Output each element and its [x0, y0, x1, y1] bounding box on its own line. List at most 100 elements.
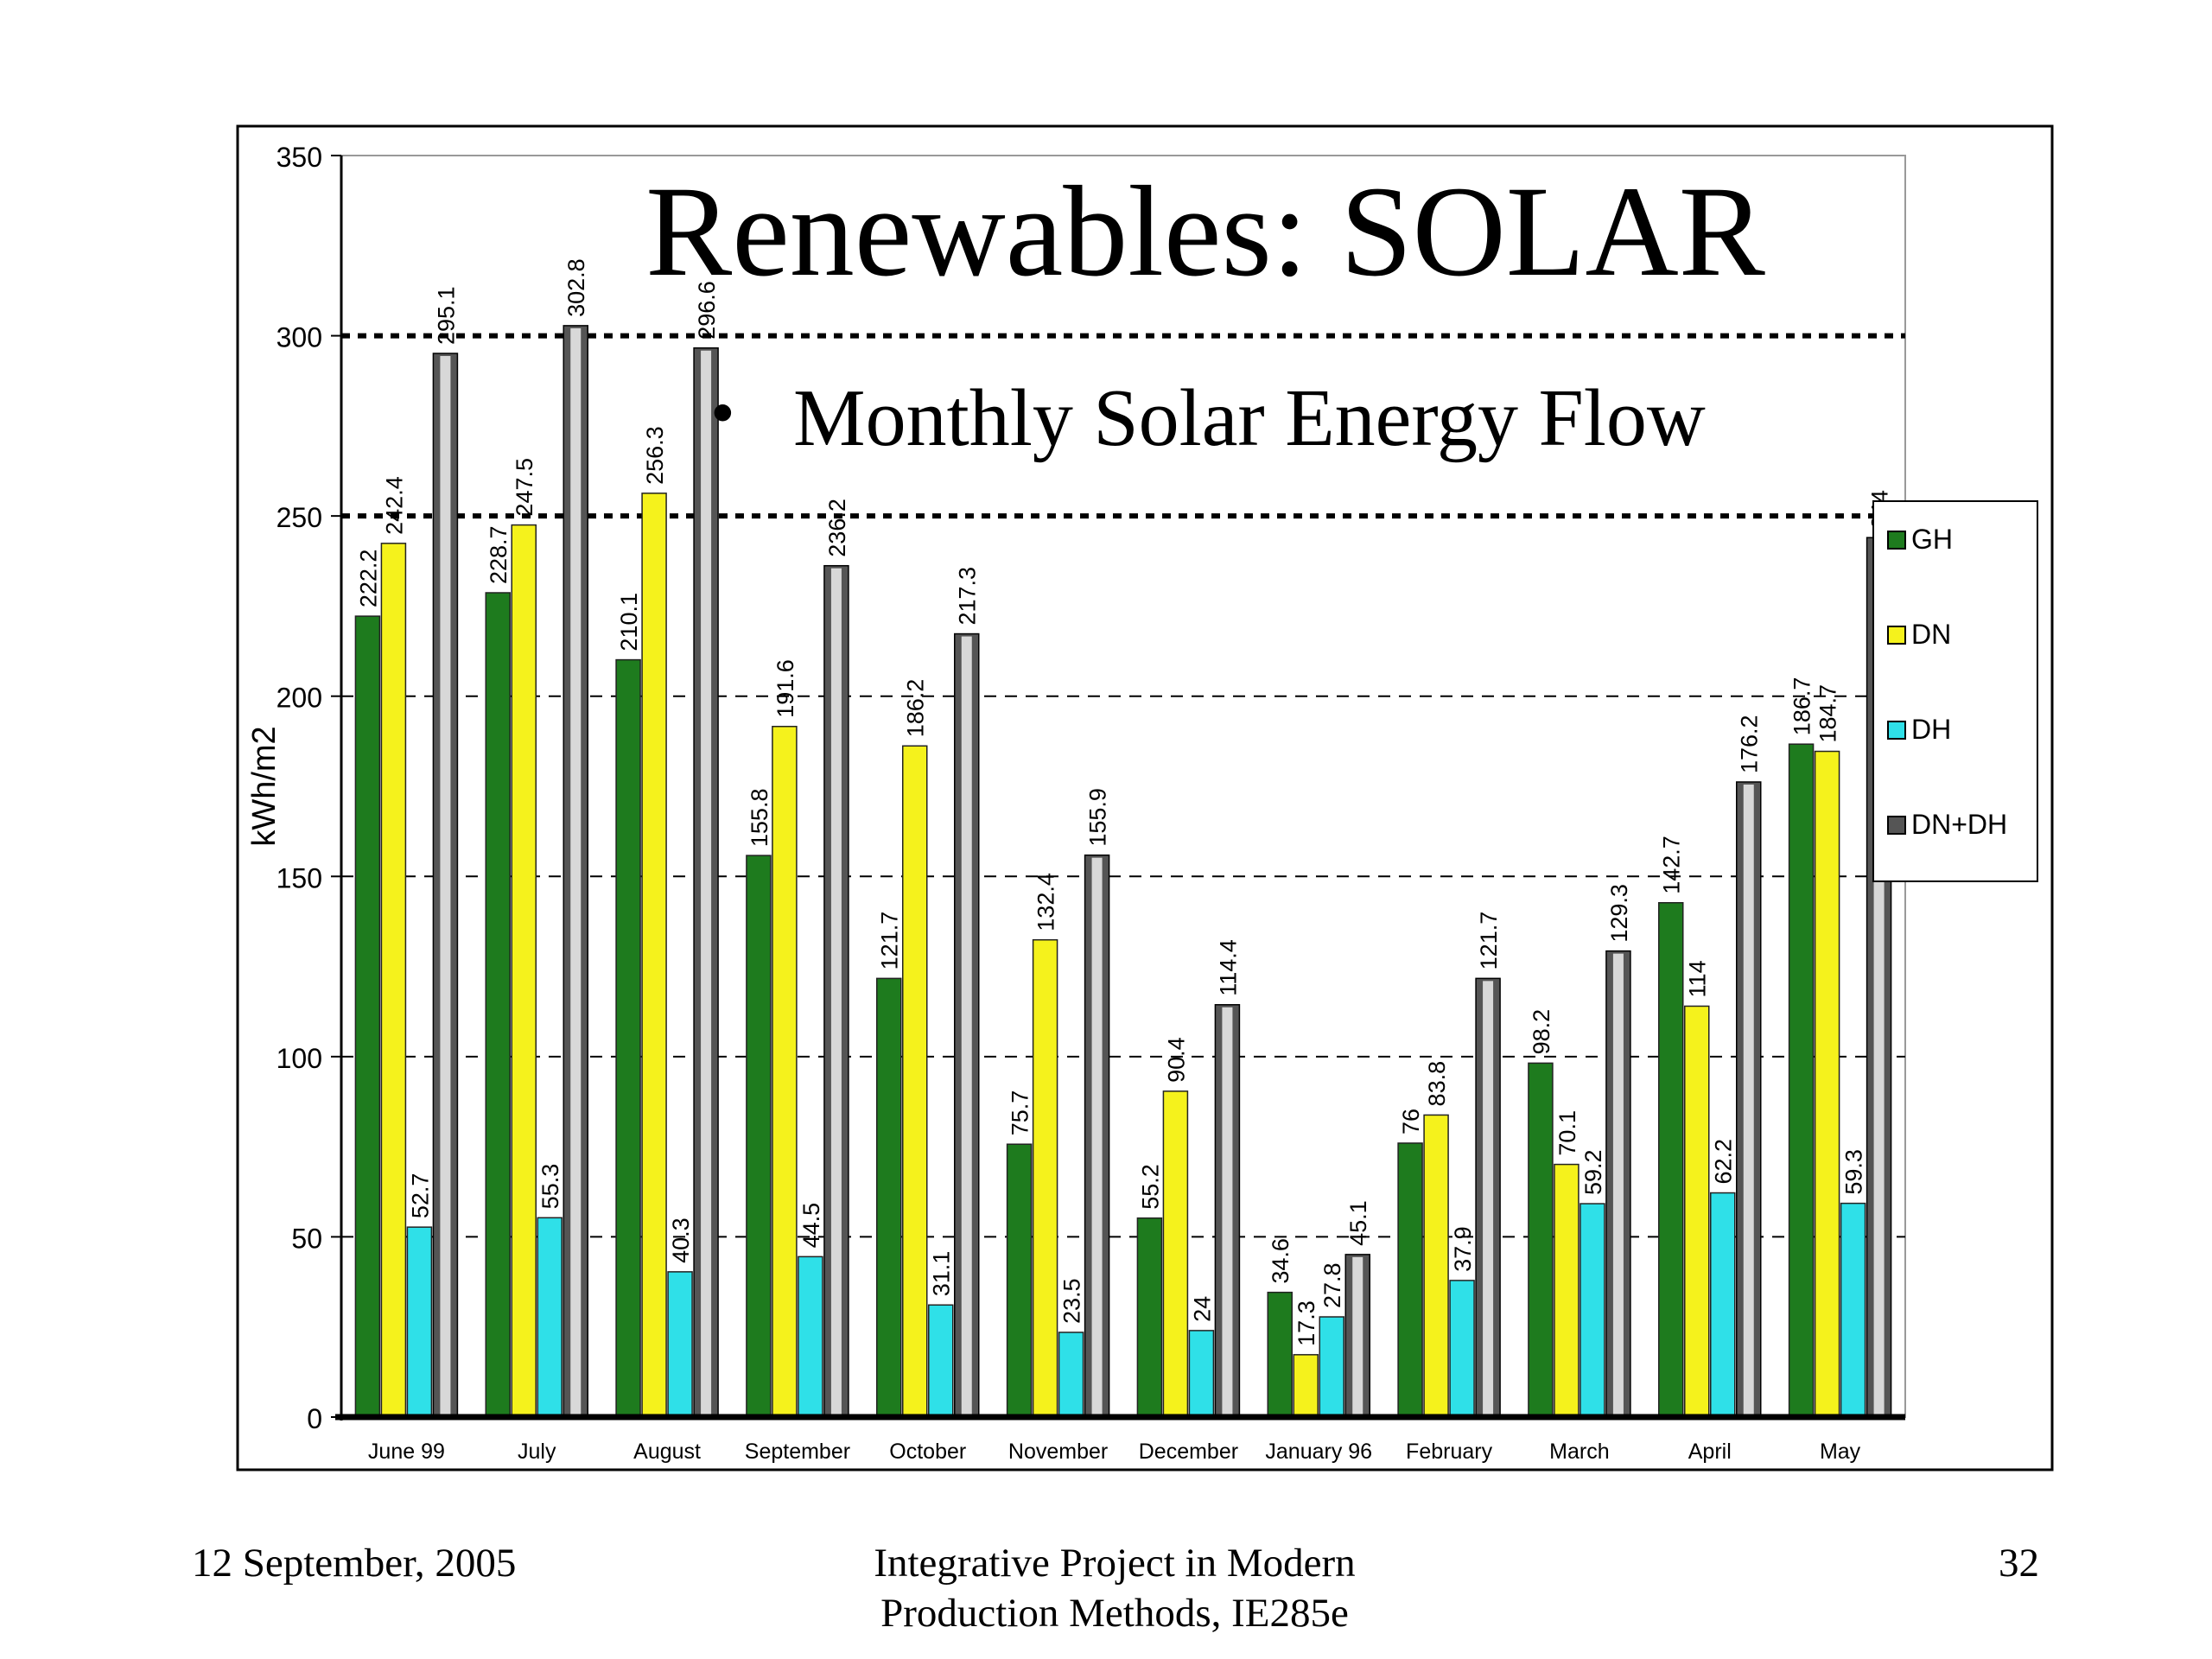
bar-gh	[876, 977, 902, 1418]
data-label: 59.3	[1841, 1149, 1867, 1195]
bar-highlight	[1352, 1256, 1363, 1417]
bar-dn	[1423, 1114, 1449, 1418]
data-label: 222.2	[355, 550, 381, 608]
legend-label: DN	[1911, 619, 1951, 650]
data-label: 132.4	[1033, 873, 1059, 931]
data-label: 217.3	[955, 567, 981, 626]
bar-highlight	[1743, 784, 1754, 1417]
y-tick-label: 150	[276, 862, 322, 893]
y-tick-label: 100	[276, 1043, 322, 1074]
data-label: 90.4	[1163, 1037, 1189, 1083]
y-tick-label: 300	[276, 322, 322, 353]
bar-dh	[537, 1217, 563, 1418]
data-label: 176.2	[1737, 715, 1763, 773]
legend-swatch	[1887, 531, 1906, 550]
data-label: 45.1	[1345, 1200, 1371, 1246]
data-label: 114	[1685, 960, 1711, 997]
data-label: 296.6	[694, 281, 720, 340]
bar-dn	[902, 745, 928, 1418]
bar-gh	[615, 658, 641, 1418]
bar-highlight	[1091, 857, 1103, 1417]
bullet-icon: •	[710, 373, 735, 452]
bar-dh	[928, 1304, 954, 1418]
footer-course: Integrative Project in Modern Production…	[760, 1538, 1469, 1638]
data-label: 295.1	[433, 286, 459, 345]
bar-gh	[1006, 1143, 1033, 1418]
bar-dh	[406, 1226, 433, 1418]
footer-course-line2: Production Methods, IE285e	[880, 1591, 1349, 1636]
bar-gh	[1136, 1217, 1163, 1418]
bar-dn	[1684, 1005, 1710, 1418]
data-label: 31.1	[929, 1251, 955, 1297]
bar-dn	[772, 726, 798, 1418]
legend-swatch	[1887, 721, 1906, 740]
bar-gh	[746, 855, 772, 1418]
data-label: 191.6	[772, 659, 798, 718]
legend-label: GH	[1911, 524, 1953, 555]
x-tick-label: May	[1820, 1440, 1861, 1464]
bar-gh	[485, 592, 511, 1418]
bar-gh	[1528, 1062, 1554, 1418]
x-tick-label: June 99	[368, 1440, 445, 1464]
bar-dh	[1058, 1332, 1084, 1418]
bar-highlight	[830, 568, 842, 1417]
legend-label: DN+DH	[1911, 809, 2007, 840]
bar-gh	[1788, 743, 1815, 1418]
x-tick-label: February	[1406, 1440, 1493, 1464]
bar-dh	[1319, 1316, 1344, 1418]
data-label: 55.3	[537, 1164, 563, 1210]
data-label: 247.5	[512, 458, 537, 517]
data-label: 37.9	[1450, 1226, 1476, 1272]
x-tick-label: September	[745, 1440, 850, 1464]
bar-dh	[667, 1271, 693, 1418]
bar-highlight	[961, 636, 972, 1417]
bar-dn	[1814, 750, 1840, 1418]
bar-dn	[641, 493, 667, 1418]
data-label: 75.7	[1007, 1090, 1033, 1136]
slide-title: Renewables: SOLAR	[645, 160, 1765, 303]
bar-dh	[798, 1255, 823, 1418]
data-label: 76	[1398, 1109, 1424, 1135]
y-tick-label: 50	[291, 1223, 322, 1254]
bar-gh	[1658, 901, 1684, 1418]
data-label: 24	[1189, 1296, 1215, 1322]
y-axis-label: kWh/m2	[246, 726, 283, 846]
data-label: 256.3	[642, 426, 668, 485]
legend: GH DN DH DN+DH	[1872, 500, 2038, 882]
bar-dn	[511, 524, 537, 1418]
x-tick-label: October	[889, 1440, 966, 1464]
data-label: 242.4	[381, 476, 407, 535]
bar-highlight	[570, 327, 582, 1418]
slide-bullet-text: Monthly Solar Energy Flow	[793, 373, 1706, 463]
x-tick-label: March	[1549, 1440, 1609, 1464]
data-label: 129.3	[1606, 884, 1632, 943]
data-label: 34.6	[1268, 1238, 1294, 1284]
footer-course-line1: Integrative Project in Modern	[874, 1541, 1356, 1586]
legend-label: DH	[1911, 714, 1951, 745]
legend-swatch	[1887, 816, 1906, 835]
bar-dn	[1162, 1090, 1189, 1418]
y-tick-label: 350	[276, 142, 322, 173]
x-tick-label: April	[1688, 1440, 1732, 1464]
bar-highlight	[1612, 953, 1624, 1417]
page-number: 32	[1999, 1541, 2039, 1586]
bar-highlight	[1222, 1007, 1233, 1417]
data-label: 184.7	[1815, 684, 1841, 743]
x-tick-label: November	[1008, 1440, 1108, 1464]
bar-highlight	[440, 356, 451, 1417]
bar-dh	[1188, 1330, 1215, 1418]
y-axis-ticks: 0 50 100 150 200 250 300 350	[276, 142, 341, 1434]
data-label: 40.3	[668, 1217, 694, 1263]
data-label: 52.7	[407, 1173, 433, 1219]
data-label: 210.1	[616, 593, 642, 652]
legend-swatch	[1887, 626, 1906, 645]
x-axis-labels: June 99 July August September October Novembe…	[368, 1440, 1861, 1464]
data-label: 59.2	[1580, 1149, 1606, 1195]
bar-dn	[380, 543, 407, 1418]
bar-gh	[1267, 1291, 1293, 1418]
bar-dh	[1580, 1203, 1605, 1418]
bar-dn	[1032, 938, 1058, 1418]
data-label: 44.5	[798, 1203, 824, 1249]
bar-gh	[354, 615, 381, 1418]
